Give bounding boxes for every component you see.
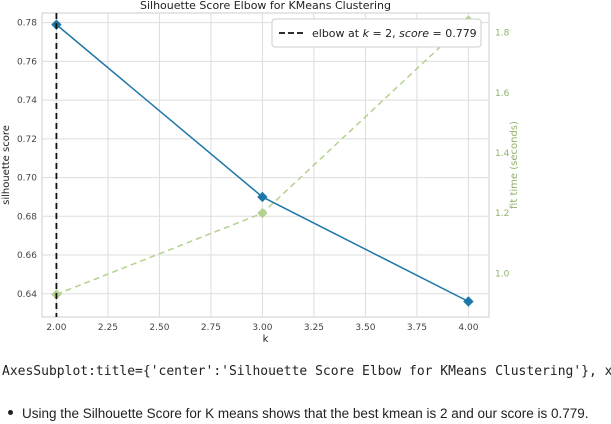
x-tick-label: 3.25 <box>304 323 324 333</box>
x-tick-label: 2.25 <box>98 323 118 333</box>
x-tick-label: 2.50 <box>149 323 169 333</box>
x-axis-label: k <box>263 334 269 345</box>
series-2-point <box>257 207 268 219</box>
bullet-note: Using the Silhouette Score for K means s… <box>8 406 611 421</box>
legend-elbow-label: elbow at k = 2, score = 0.779 <box>312 27 477 40</box>
y-axis-ticks: 0.64 0.66 0.68 0.70 0.72 0.74 0.76 0.78 <box>17 19 37 300</box>
bullet-dot <box>8 409 13 415</box>
y2-axis-ticks: 1.0 1.2 1.4 1.6 1.8 <box>495 29 510 280</box>
chart-title: Silhouette Score Elbow for KMeans Cluste… <box>140 0 391 12</box>
y-tick-label: 0.74 <box>17 96 37 106</box>
y-tick-label: 0.78 <box>17 19 37 29</box>
y-tick-label: 0.68 <box>17 212 37 222</box>
y-tick-label: 0.64 <box>17 290 37 300</box>
x-axis-ticks: 2.00 2.25 2.50 2.75 3.00 3.25 3.50 3.75 4.00 <box>46 323 478 333</box>
series-1-point <box>257 191 268 203</box>
elbow-chart: 2.00 2.25 2.50 2.75 3.00 3.25 3.50 3.75 4.00 0.6… <box>1 0 520 345</box>
series-1-point <box>463 296 474 307</box>
x-tick-label: 3.50 <box>355 323 375 333</box>
y-tick-label: 0.66 <box>17 251 37 261</box>
x-tick-label: 2.75 <box>201 323 221 333</box>
x-tick-label: 2.00 <box>46 323 66 333</box>
y-axis-label: silhouette score <box>1 125 12 205</box>
output-repr-text: AxesSubplot:title={'center':'Silhouette … <box>2 364 611 379</box>
y2-tick-label: 1.4 <box>495 149 510 159</box>
y-tick-label: 0.70 <box>17 174 37 184</box>
y2-axis-label: fit time (seconds) <box>509 121 520 209</box>
y-tick-label: 0.76 <box>17 57 37 67</box>
plot-area <box>41 12 490 318</box>
x-tick-label: 3.75 <box>407 323 427 333</box>
series-group <box>51 15 474 307</box>
x-tick-label: 3.00 <box>252 323 272 333</box>
y2-tick-label: 1.8 <box>495 29 510 39</box>
legend: elbow at k = 2, score = 0.779 <box>271 18 482 48</box>
legend-box <box>271 18 482 48</box>
y2-tick-label: 1.6 <box>495 89 510 99</box>
y2-tick-label: 1.2 <box>495 209 509 219</box>
y2-tick-label: 1.0 <box>495 269 510 279</box>
y-tick-label: 0.72 <box>17 135 37 145</box>
x-tick-label: 4.00 <box>458 323 478 333</box>
bullet-text: Using the Silhouette Score for K means s… <box>22 406 589 421</box>
